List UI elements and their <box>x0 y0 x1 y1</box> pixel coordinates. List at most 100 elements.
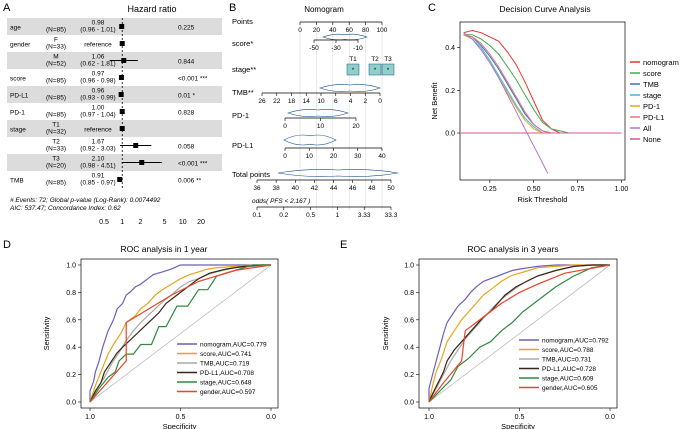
roc-legend-label: nomogram,AUC=0.779 <box>200 342 267 349</box>
roc-y-tick-label: 0.0 <box>66 400 76 407</box>
nomogram-tmb-tick-label: 22 <box>273 98 281 105</box>
forest-x-tick-label: 10 <box>179 219 187 226</box>
roc-curve-gender <box>89 264 272 403</box>
nomogram-tmb-tick-label: 4 <box>349 98 353 105</box>
forest-hr: 2.10 <box>92 156 105 163</box>
forest-point <box>139 160 145 165</box>
dca-series-tmb <box>463 34 552 134</box>
roc-x-tick-label: 0.0 <box>605 414 615 421</box>
dca-series-stage <box>463 34 543 134</box>
roc-title: ROC analysis in 1 year <box>121 244 208 254</box>
forest-variable: score <box>10 76 26 83</box>
roc-curve-pd-l1 <box>89 264 271 403</box>
roc-legend-label: nomogram,AUC=0.792 <box>542 338 609 345</box>
forest-level: T3 <box>52 156 60 163</box>
forest-ci: (0.93 - 0.99) <box>80 95 115 102</box>
forest-point <box>118 75 124 80</box>
forest-n: (N=85) <box>46 78 66 85</box>
forest-ci: (0.62 - 1.81) <box>80 61 115 68</box>
forest-row-shade <box>7 120 222 137</box>
nomogram-points-tick-label: 100 <box>377 27 388 34</box>
nomogram-stage-level: T2 <box>371 56 379 63</box>
forest-variable: PD-1 <box>10 110 25 117</box>
nomogram-odds-tick-label: 3.33 <box>358 212 371 219</box>
roc-1-year-panel: ROC analysis in 1 year 1.0 0.5 0.0 0.0 0.2 0.4… <box>42 244 279 429</box>
nomogram-total-tick-label: 48 <box>368 185 376 192</box>
forest-point <box>133 143 139 148</box>
forest-hr: reference <box>84 127 112 134</box>
forest-x-tick-label: 20 <box>197 219 205 226</box>
forest-point <box>118 92 124 97</box>
nomogram-stage-level: T3 <box>384 56 392 63</box>
nomogram-points-tick-label: 80 <box>362 27 370 34</box>
panel-label-a: A <box>3 2 11 14</box>
roc-legend-label: gender,AUC=0.605 <box>542 385 598 392</box>
nomogram-total-tick-label: 50 <box>387 185 395 192</box>
panel-label-e: E <box>340 239 347 251</box>
nomogram-stage-mark: * <box>352 68 355 74</box>
forest-n: (N=85) <box>46 112 66 119</box>
forest-hr: 1.67 <box>92 139 105 146</box>
nomogram-stage-box <box>368 63 382 76</box>
forest-level: F <box>54 37 58 44</box>
dca-x-tick-label: 0.75 <box>571 186 585 193</box>
forest-hr: 0.96 <box>92 88 105 95</box>
roc-x-tick-label: 0.5 <box>515 414 525 421</box>
nomogram-stage-level: T1 <box>349 56 357 63</box>
roc-x-tick-label: 1.0 <box>85 414 95 421</box>
nomogram-tmb-tick-label: 2 <box>363 98 367 105</box>
nomogram-score-label: score* <box>232 39 253 48</box>
roc-y-tick-label: 0.4 <box>66 345 76 352</box>
forest-level: M <box>53 54 58 61</box>
nomogram-pd1-density <box>287 109 349 117</box>
forest-pvalue: 0.844 <box>178 59 195 66</box>
forest-n: (N=85) <box>46 95 66 102</box>
forest-x-tick-label: 5 <box>163 219 167 226</box>
forest-n: (N=33) <box>46 44 66 51</box>
forest-variable: age <box>10 25 21 32</box>
nomogram-pdl1-tick-label: 0 <box>283 153 287 160</box>
roc-y-tick-label: 0.2 <box>66 372 76 379</box>
forest-variable: PD-L1 <box>10 93 29 100</box>
forest-ci: (0.97 - 1.04) <box>80 112 115 119</box>
forest-n: (N=33) <box>46 146 66 153</box>
roc-y-axis-label: Sensitivity <box>381 316 390 350</box>
forest-hr: 0.98 <box>92 20 105 27</box>
roc-legend-label: TMB,AUC=0.731 <box>542 357 592 364</box>
dca-legend-label: All <box>643 124 652 133</box>
forest-pvalue: 0.225 <box>178 25 195 32</box>
forest-x-tick-label: 0.5 <box>99 219 109 226</box>
dca-legend-label: None <box>643 135 661 144</box>
dca-series-pd-l1 <box>463 34 552 134</box>
nomogram-total-density <box>277 169 399 177</box>
forest-row-shade <box>7 154 222 171</box>
panel-label-b: B <box>229 2 236 14</box>
forest-ci: (0.98 - 4.51) <box>80 163 115 170</box>
dca-y-tick-label: 0.2 <box>445 88 455 95</box>
forest-x-tick-label: 1 <box>120 219 124 226</box>
forest-variable: gender <box>10 42 31 49</box>
forest-pvalue: 0.006 ** <box>178 178 202 185</box>
roc-legend-label: PD-L1,AUC=0.708 <box>200 370 254 377</box>
dca-x-axis-label: Risk Threshold <box>518 195 568 204</box>
nomogram-tmb-tick-label: 0 <box>378 98 382 105</box>
forest-level: T2 <box>52 139 60 146</box>
roc-legend-label: gender,AUC=0.597 <box>200 389 256 396</box>
forest-level: T1 <box>52 122 60 129</box>
forest-row-shade <box>7 86 222 103</box>
forest-hr: reference <box>84 42 112 49</box>
roc-curve-gender <box>428 264 611 403</box>
panel-label-c: C <box>428 2 436 14</box>
forest-pvalue: <0.001 *** <box>178 161 208 168</box>
roc-y-tick-label: 0.6 <box>404 317 414 324</box>
nomogram-stage-box <box>346 63 360 76</box>
dca-legend-label: TMB <box>643 80 659 89</box>
forest-plot-panel: Hazard ratio age (N=85) 0.98(0.96 - 1.01) 0.… <box>7 4 222 226</box>
roc-x-axis-label: Specificity <box>163 422 197 429</box>
nomogram-odds-tick-label: 0.5 <box>306 212 315 219</box>
roc-legend-label: PD-L1,AUC=0.728 <box>542 366 596 373</box>
roc-x-tick-label: 0.0 <box>266 414 276 421</box>
roc-legend-label: stage,AUC=0.609 <box>542 376 594 383</box>
roc-y-tick-label: 0.8 <box>404 290 414 297</box>
